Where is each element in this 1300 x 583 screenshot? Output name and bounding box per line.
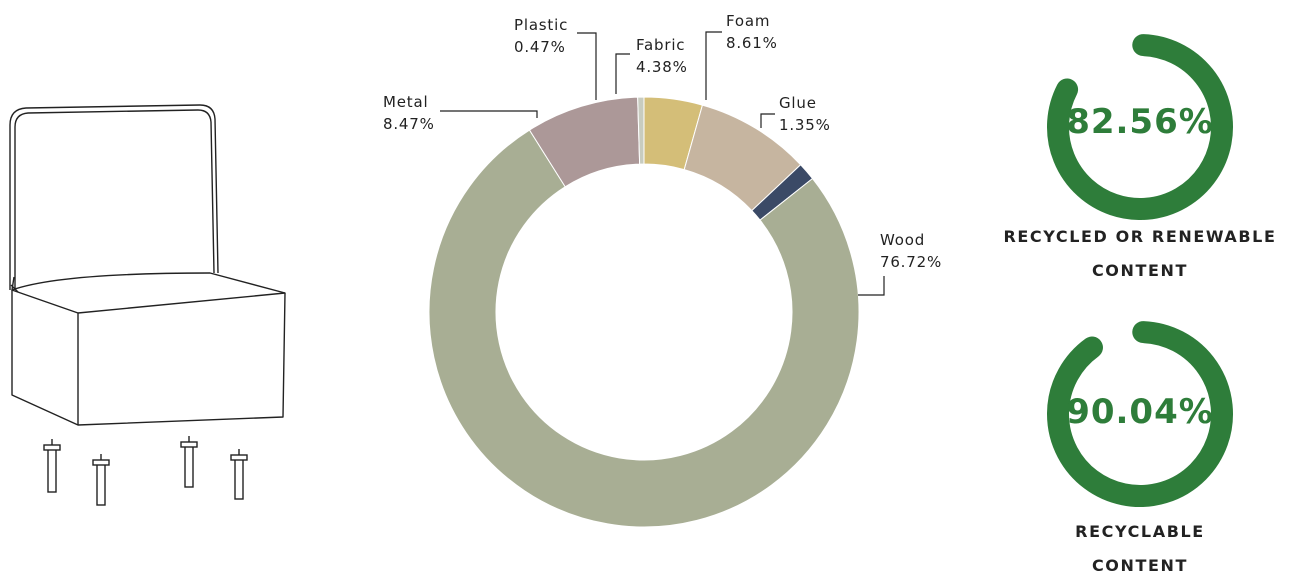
callout-line-plastic: [577, 32, 597, 100]
gauge-ring: [1047, 321, 1233, 507]
gauge-label-line: CONTENT: [1091, 556, 1189, 575]
callout-line-glue: [760, 113, 775, 128]
slice-value-glue: 1.35%: [779, 116, 831, 134]
gauge-label: RECYCLABLE CONTENT: [985, 515, 1295, 583]
gauge-value: 82.56%: [1066, 102, 1214, 142]
callout-line-fabric: [615, 53, 630, 94]
gauge-arc: [1047, 34, 1233, 220]
donut-slices: [428, 96, 860, 528]
slice-label-metal: Metal: [383, 93, 428, 111]
gauge-label: RECYCLED OR RENEWABLE CONTENT: [985, 220, 1295, 288]
gauge-recyclable: 90.04% RECYCLABLE CONTENT: [1035, 310, 1245, 577]
slice-label-plastic: Plastic: [514, 16, 568, 34]
slice-value-foam: 8.61%: [726, 34, 778, 52]
slice-value-wood: 76.72%: [880, 253, 942, 271]
slice-value-plastic: 0.47%: [514, 38, 566, 56]
slice-wood: [428, 129, 860, 528]
slice-value-metal: 8.47%: [383, 115, 435, 133]
donut-callouts: Fabric 4.38% Foam 8.61% Glue 1.35% Wood 76.72% M…: [383, 12, 942, 296]
gauge-arc: [1047, 321, 1233, 507]
gauge-label-line: RECYCLABLE: [1075, 522, 1205, 541]
gauge-label-line: CONTENT: [1091, 261, 1189, 280]
gauge-label-line: RECYCLED OR RENEWABLE: [1003, 227, 1277, 246]
gauge-value: 90.04%: [1066, 392, 1214, 432]
callout-line-metal: [440, 110, 538, 118]
chair-illustration: [9, 104, 286, 506]
donut-chart: Fabric 4.38% Foam 8.61% Glue 1.35% Wood 76.72% M…: [383, 12, 942, 528]
slice-label-wood: Wood: [880, 231, 925, 249]
gauge-recycled-renewable: 82.56% RECYCLED OR RENEWABLE CONTENT: [1003, 30, 1275, 300]
slice-value-fabric: 4.38%: [636, 58, 688, 76]
callout-line-foam: [705, 31, 722, 100]
slice-label-foam: Foam: [726, 12, 770, 30]
slice-plastic: [637, 96, 645, 165]
gauge-ring: [1047, 34, 1233, 220]
slice-label-fabric: Fabric: [636, 36, 685, 54]
slice-label-glue: Glue: [779, 94, 817, 112]
callout-line-wood: [858, 276, 885, 296]
